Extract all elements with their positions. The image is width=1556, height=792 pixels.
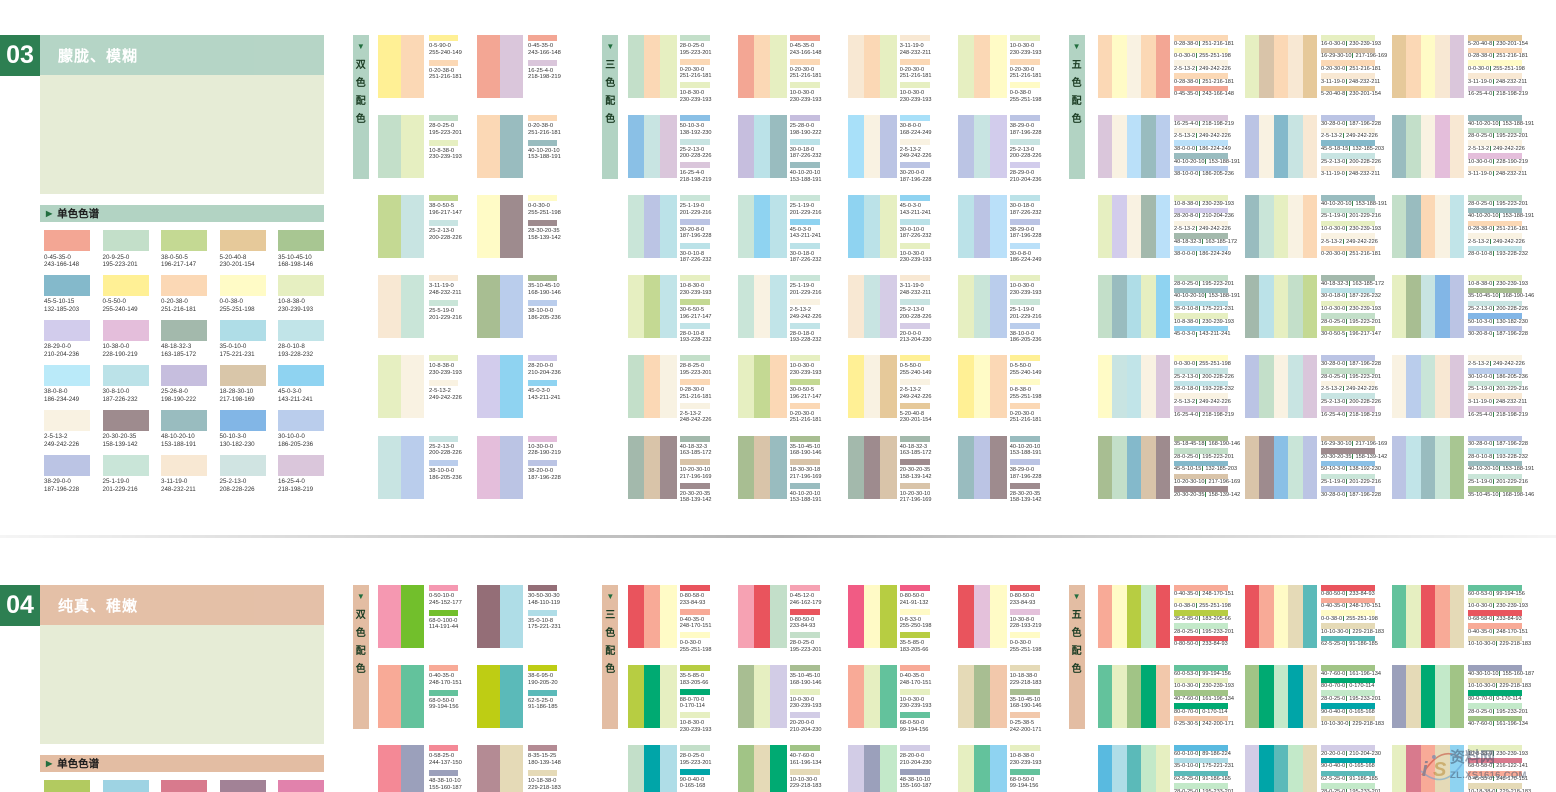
svg-text:S: S xyxy=(1433,759,1447,781)
svg-text:i: i xyxy=(1422,759,1428,781)
